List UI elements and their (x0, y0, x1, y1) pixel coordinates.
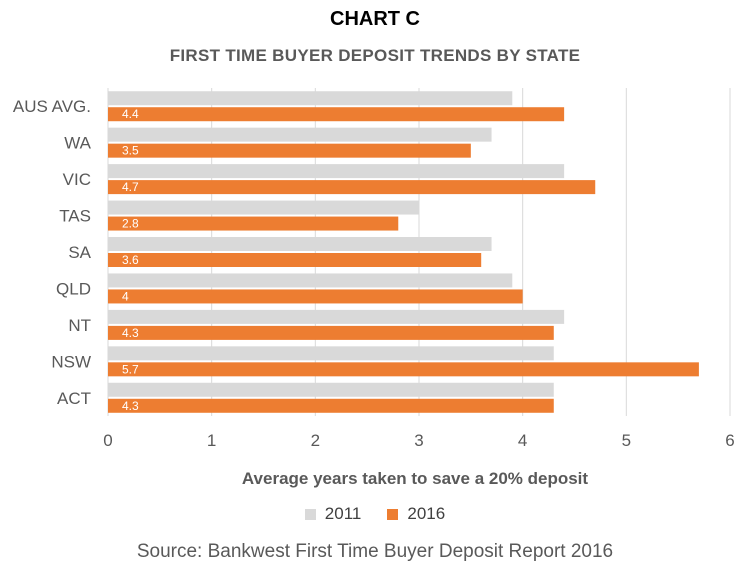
category-label: AUS AVG. (13, 97, 91, 116)
category-label: NT (68, 316, 91, 335)
x-tick-label: 0 (103, 431, 112, 450)
legend-label-2016: 2016 (407, 504, 446, 523)
bar-2016 (108, 143, 471, 158)
legend-item-2011: 2011 (304, 504, 362, 524)
bar-2016 (108, 289, 523, 304)
bar-2011 (108, 309, 565, 324)
legend-label-2011: 2011 (324, 504, 362, 523)
bar-2016 (108, 216, 399, 231)
x-tick-labels: 0 1 2 3 4 5 6 (103, 431, 734, 450)
x-tick-label: 3 (414, 431, 423, 450)
data-label-2016: 4 (122, 289, 129, 303)
x-tick-label: 4 (518, 431, 527, 450)
bar-2016 (108, 180, 596, 195)
data-label-2016: 5.7 (122, 362, 139, 376)
data-label-2016: 3.5 (122, 144, 139, 158)
data-label-2016: 2.8 (122, 217, 139, 231)
bar-2011 (108, 237, 492, 251)
data-label-2016: 4.3 (122, 326, 139, 340)
chart-title: FIRST TIME BUYER DEPOSIT TRENDS BY STATE (169, 46, 581, 65)
category-label: QLD (56, 279, 91, 298)
bar-2016 (108, 325, 554, 340)
x-axis-title: Average years taken to save a 20% deposi… (242, 469, 588, 488)
bar-2011 (108, 346, 554, 361)
bar-chart: 4.4 3.5 4.7 2.8 3.6 4 4.3 5.7 4.3 AUS AVG. WA VIC T… (13, 88, 735, 488)
data-label-2016: 4.7 (122, 180, 139, 194)
data-label-2016: 4.4 (122, 107, 139, 121)
x-tick-label: 2 (311, 431, 320, 450)
x-tick-label: 5 (622, 431, 631, 450)
legend: 2011 2016 (0, 504, 750, 524)
x-tick-label: 1 (207, 431, 216, 450)
legend-swatch-2016 (387, 508, 399, 520)
category-label: WA (64, 134, 91, 153)
bar-2011 (108, 164, 565, 179)
bar-2016 (108, 398, 554, 413)
bar-2011 (108, 273, 513, 288)
bar-2016 (108, 107, 565, 122)
chart-label: CHART C (330, 8, 420, 30)
category-label: TAS (59, 207, 91, 226)
source-note: Source: Bankwest First Time Buyer Deposi… (136, 541, 614, 562)
legend-item-2016: 2016 (387, 504, 445, 524)
bar-2011 (108, 91, 513, 106)
x-tick-label: 6 (725, 431, 734, 450)
bar-2011 (108, 127, 492, 142)
bar-2016 (108, 362, 699, 377)
bar-2016 (108, 253, 482, 267)
data-label-2016: 3.6 (122, 253, 139, 267)
category-labels: AUS AVG. WA VIC TAS SA QLD NT NSW ACT (13, 97, 92, 408)
bar-2011 (108, 200, 419, 215)
category-label: VIC (63, 170, 91, 189)
category-label: SA (68, 243, 91, 262)
gridlines (107, 88, 731, 416)
legend-swatch-2011 (304, 508, 316, 520)
bars: 4.4 3.5 4.7 2.8 3.6 4 4.3 5.7 4.3 (108, 91, 699, 413)
bar-2011 (108, 382, 554, 397)
category-label: ACT (57, 389, 91, 408)
category-label: NSW (51, 352, 91, 371)
data-label-2016: 4.3 (122, 399, 139, 413)
